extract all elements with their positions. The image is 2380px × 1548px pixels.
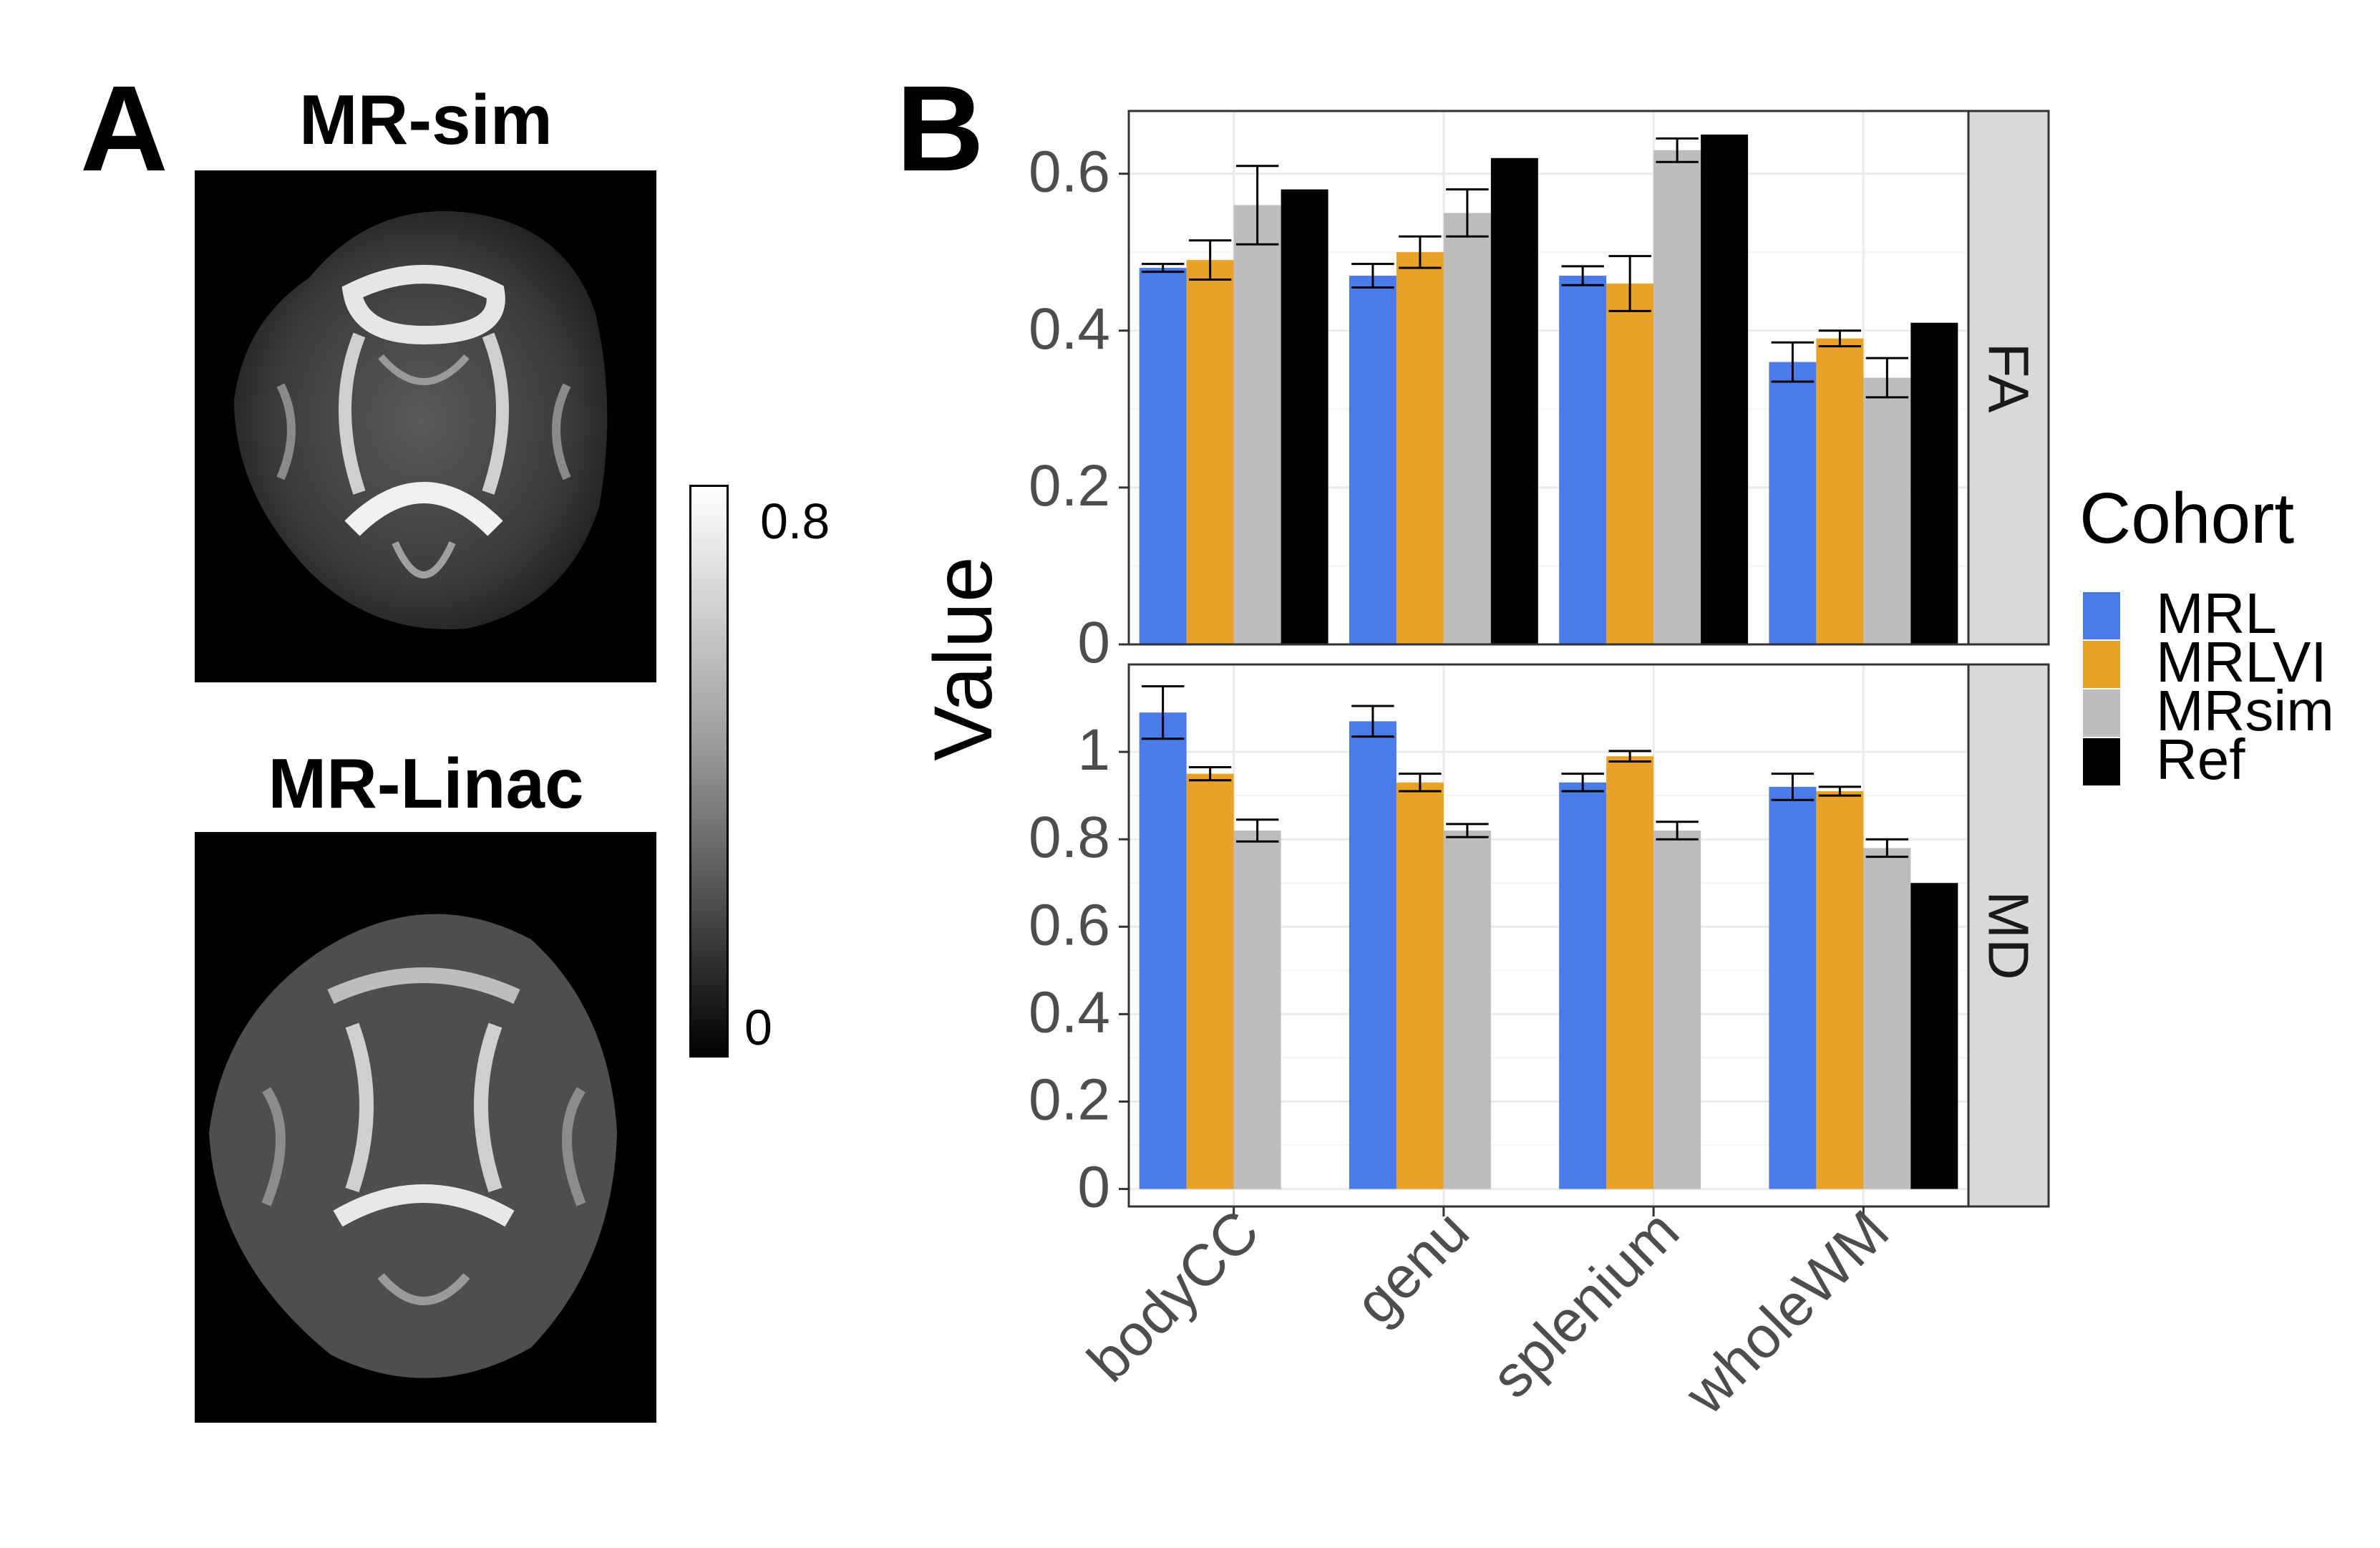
legend-key-MRLVI xyxy=(2083,641,2120,688)
x-tick-label-genu: genu xyxy=(1343,1198,1481,1336)
colorbar-min-label: 0 xyxy=(744,1000,772,1055)
bar-FA-MRLVI-wholeWM xyxy=(1816,338,1864,644)
bar-FA-MRsim-splenium xyxy=(1653,150,1701,644)
legend-title: Cohort xyxy=(2079,478,2294,558)
y-tick-label: 0 xyxy=(1077,610,1110,675)
mr-sim-brain-image xyxy=(195,170,656,682)
legend-label-Ref: Ref xyxy=(2156,727,2245,791)
legend-label-MRL: MRL xyxy=(2156,581,2277,645)
bar-FA-Ref-wholeWM xyxy=(1910,322,1958,644)
y-tick-label: 0.2 xyxy=(1029,1067,1110,1132)
facet-strip-MD xyxy=(1967,663,2050,1208)
bar-MD-MRL-wholeWM xyxy=(1769,786,1817,1189)
panel-a-letter: A xyxy=(80,61,168,197)
bar-FA-Ref-genu xyxy=(1490,158,1538,644)
bar-FA-Ref-bodyCC xyxy=(1281,189,1329,644)
y-tick-label: 0.6 xyxy=(1029,892,1110,957)
legend-key-MRsim xyxy=(2083,690,2120,737)
mr-linac-brain-image xyxy=(195,832,656,1423)
bar-MD-MRLVI-genu xyxy=(1396,782,1444,1189)
y-tick-label: 0.8 xyxy=(1029,805,1110,870)
colorbar xyxy=(689,485,729,1058)
bar-FA-MRsim-wholeWM xyxy=(1863,377,1911,644)
y-tick-label: 0.4 xyxy=(1029,979,1110,1045)
y-tick-label: 0.6 xyxy=(1029,140,1110,205)
legend-label-MRLVI: MRLVI xyxy=(2156,630,2327,694)
x-tick-label-splenium: splenium xyxy=(1479,1198,1691,1410)
bar-MD-MRL-bodyCC xyxy=(1139,712,1187,1189)
bar-MD-MRL-genu xyxy=(1349,721,1397,1189)
x-tick-label-wholeWM: wholeWM xyxy=(1673,1198,1902,1427)
colorbar-max-label: 0.8 xyxy=(760,493,830,549)
facet-strip-label: FA xyxy=(1977,343,2041,413)
bar-MD-Ref-wholeWM xyxy=(1910,883,1958,1189)
bar-FA-Ref-splenium xyxy=(1701,134,1749,644)
bar-MD-MRL-splenium xyxy=(1559,782,1607,1189)
bar-MD-MRsim-genu xyxy=(1443,830,1491,1189)
y-tick-label: 0 xyxy=(1077,1155,1110,1220)
mr-sim-title: MR-sim xyxy=(299,80,553,159)
bar-FA-MRsim-bodyCC xyxy=(1233,205,1281,644)
mr-linac-title: MR-Linac xyxy=(268,744,584,823)
bar-FA-MRsim-genu xyxy=(1443,213,1491,644)
legend-label-MRsim: MRsim xyxy=(2156,679,2334,742)
facet-strip-FA xyxy=(1967,110,2050,646)
y-tick-label: 0.2 xyxy=(1029,453,1110,518)
y-tick-label: 0.4 xyxy=(1029,296,1110,362)
bar-FA-MRLVI-bodyCC xyxy=(1186,260,1234,645)
y-tick-label: 1 xyxy=(1077,717,1110,783)
y-axis-title: Value xyxy=(918,556,1009,761)
bar-MD-MRsim-splenium xyxy=(1653,830,1701,1189)
bar-FA-MRLVI-genu xyxy=(1396,252,1444,644)
bar-FA-MRL-splenium xyxy=(1559,276,1607,645)
bar-MD-MRsim-bodyCC xyxy=(1233,830,1281,1189)
legend-key-MRL xyxy=(2083,592,2120,639)
bar-MD-MRLVI-bodyCC xyxy=(1186,773,1234,1189)
bar-FA-MRL-wholeWM xyxy=(1769,362,1817,644)
facet-strip-label: MD xyxy=(1977,891,2041,979)
legend-key-Ref xyxy=(2083,738,2120,785)
bar-MD-MRLVI-splenium xyxy=(1606,756,1654,1189)
panel-b-letter: B xyxy=(896,61,984,197)
x-tick-label-bodyCC: bodyCC xyxy=(1076,1198,1272,1394)
bar-FA-MRL-bodyCC xyxy=(1139,268,1187,644)
bar-MD-MRLVI-wholeWM xyxy=(1816,791,1864,1189)
bar-FA-MRLVI-splenium xyxy=(1606,284,1654,644)
bar-MD-MRsim-wholeWM xyxy=(1863,848,1911,1189)
bar-FA-MRL-genu xyxy=(1349,276,1397,645)
